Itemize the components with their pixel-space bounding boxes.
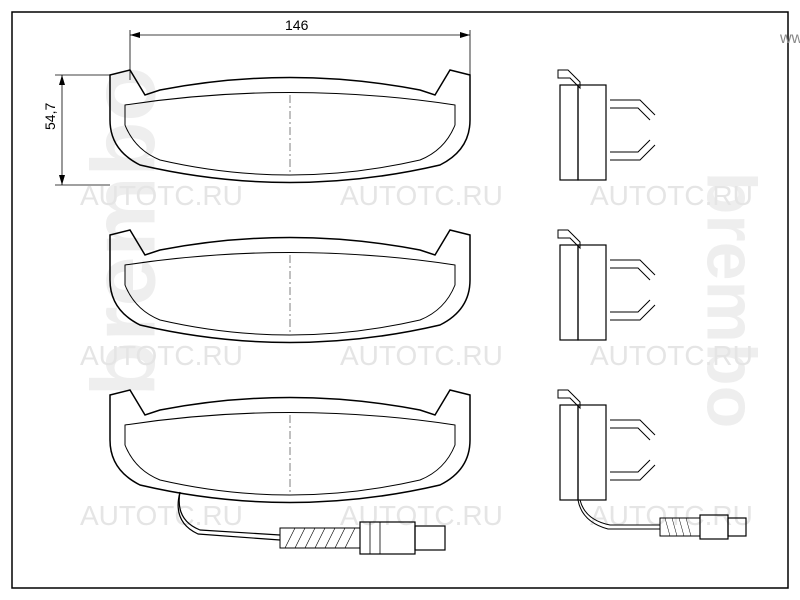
dimension-height: 54,7 (42, 75, 110, 185)
brake-pad-front-1 (110, 70, 470, 183)
sensor-connector (280, 522, 445, 554)
brake-pad-side-2 (558, 230, 655, 340)
height-label: 54,7 (42, 103, 58, 130)
technical-drawing: 146 54,7 (0, 0, 800, 600)
brake-pad-front-2 (110, 230, 470, 343)
width-label: 146 (285, 17, 309, 33)
logo-prefix: www. (780, 30, 800, 47)
brake-pad-side-3 (558, 390, 746, 539)
brake-pad-front-3 (110, 390, 470, 554)
dimension-width: 146 (130, 17, 470, 80)
brake-pad-side-1 (558, 70, 655, 180)
